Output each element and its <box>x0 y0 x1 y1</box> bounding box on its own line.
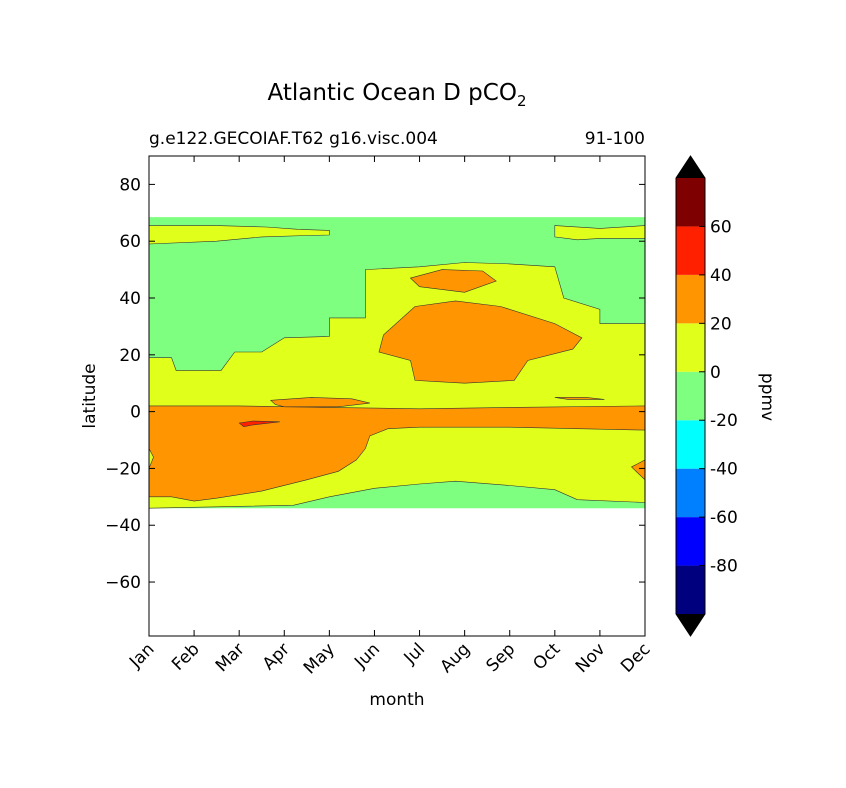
colorbar-segment-3 <box>676 420 705 469</box>
y-tick-label-1: 60 <box>119 232 141 252</box>
contour-region-4 <box>269 397 370 408</box>
y-tick-label-6: −40 <box>105 516 141 536</box>
x-tick-label-4: May <box>300 639 339 678</box>
colorbar-segment-6 <box>676 274 705 324</box>
colorbar-extend-top <box>676 156 705 178</box>
x-tick-label-10: Nov <box>572 639 610 677</box>
x-tick-label-6: Jul <box>400 639 429 668</box>
contour-region-5 <box>378 300 583 384</box>
colorbar-tick-label-2: -40 <box>710 460 738 480</box>
colorbar-tick-label-3: -20 <box>710 411 738 431</box>
x-tick-label-8: Sep <box>482 639 519 676</box>
colorbar-tick-label-0: -80 <box>710 557 738 577</box>
chart-title: Atlantic Ocean D pCO2 <box>268 80 527 110</box>
contour-region-2 <box>554 225 645 241</box>
y-tick-label-2: 40 <box>119 289 141 309</box>
colorbar-tick-label-7: 60 <box>710 217 732 237</box>
x-tick-label-9: Oct <box>529 639 564 674</box>
colorbar-tick-label-4: 0 <box>710 363 721 383</box>
y-axis-ticks: 80 60 40 20 0 −20 −40 −60 <box>105 175 645 593</box>
chart-subtitle-left: g.e122.GECOIAF.T62 g16.visc.004 <box>149 129 438 149</box>
x-tick-label-7: Aug <box>437 639 475 677</box>
colorbar: -80 -60 -40 -20 0 20 40 60 <box>675 155 738 637</box>
x-tick-label-3: Apr <box>259 639 294 674</box>
y-tick-label-7: −60 <box>105 573 141 593</box>
colorbar-tick-label-6: 40 <box>710 266 732 286</box>
contour-region-9 <box>238 420 280 428</box>
colorbar-segment-0 <box>676 565 705 614</box>
x-tick-label-1: Feb <box>168 639 203 674</box>
y-tick-label-0: 80 <box>119 175 141 195</box>
x-tick-label-2: Mar <box>212 639 249 676</box>
colorbar-segment-2 <box>676 468 705 518</box>
chart-title-subscript: 2 <box>517 92 527 110</box>
colorbar-tick-label-1: -60 <box>710 508 738 528</box>
contour-region-6 <box>409 269 497 293</box>
x-tick-label-11: Dec <box>617 639 654 676</box>
y-tick-label-4: 0 <box>130 403 141 423</box>
colorbar-label: ppmv <box>757 373 777 421</box>
colorbar-tick-label-5: 20 <box>710 314 732 334</box>
contour-region-8 <box>554 397 605 400</box>
colorbar-segment-7 <box>676 226 705 275</box>
contour-region-7 <box>630 459 645 481</box>
colorbar-segment-4 <box>676 371 705 421</box>
plot-frame <box>148 155 646 637</box>
chart-subtitle-right: 91-100 <box>585 129 645 149</box>
colorbar-segment-5 <box>676 323 705 372</box>
colorbar-segment-1 <box>676 517 705 566</box>
x-axis-label: month <box>369 690 424 710</box>
x-tick-label-0: Jan <box>125 639 158 672</box>
contour-region-3 <box>149 405 645 502</box>
y-tick-label-5: −20 <box>105 459 141 479</box>
colorbar-segment-8 <box>676 178 705 227</box>
colorbar-extend-bottom <box>676 614 705 636</box>
x-tick-label-5: Jun <box>350 639 384 673</box>
chart-title-main: Atlantic Ocean D pCO <box>268 80 517 106</box>
y-axis-label: latitude <box>80 363 100 428</box>
colorbar-outline <box>675 155 706 637</box>
y-tick-label-3: 20 <box>119 346 141 366</box>
contour-regions <box>149 217 645 509</box>
